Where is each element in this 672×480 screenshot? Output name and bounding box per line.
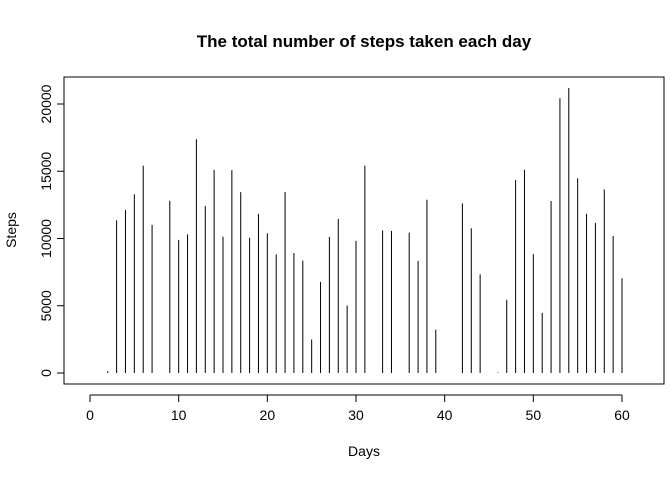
- chart-title: The total number of steps taken each day: [197, 32, 532, 51]
- y-axis-label: Steps: [3, 212, 19, 248]
- x-tick-label: 50: [526, 407, 542, 423]
- x-tick-label: 40: [437, 407, 453, 423]
- y-axis: 0 5000 10000 15000 20000: [38, 84, 65, 377]
- x-tick-label: 20: [260, 407, 276, 423]
- x-tick-label: 30: [348, 407, 364, 423]
- y-tick-label: 0: [38, 369, 54, 377]
- y-tick-label: 15000: [38, 152, 54, 191]
- plot-area-frame: [63, 76, 665, 385]
- y-tick-label: 10000: [38, 219, 54, 258]
- y-tick-label: 20000: [38, 84, 54, 123]
- x-tick-label: 0: [86, 407, 94, 423]
- x-axis-label: Days: [348, 443, 380, 459]
- bars-group: [107, 87, 623, 373]
- y-tick-label: 5000: [38, 290, 54, 321]
- x-axis: 0 10 20 30 40 50 60: [86, 394, 630, 423]
- x-tick-label: 60: [614, 407, 630, 423]
- x-tick-label: 10: [171, 407, 187, 423]
